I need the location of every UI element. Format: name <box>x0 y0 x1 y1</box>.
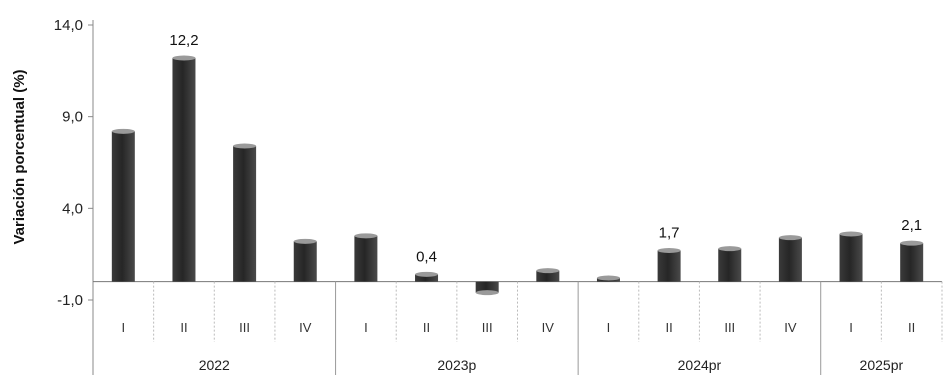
y-tick-label: 4,0 <box>62 200 83 217</box>
data-label: 0,4 <box>416 248 437 265</box>
bar <box>657 250 681 282</box>
bar-cap <box>718 246 742 252</box>
y-axis-title: Variación porcentual (%) <box>11 69 28 244</box>
x-category-label: I <box>364 320 368 335</box>
bar-cap <box>657 248 681 253</box>
bar <box>718 248 742 282</box>
bar-cap <box>536 268 560 274</box>
x-category-label: III <box>482 320 493 335</box>
x-category-label: IV <box>784 320 797 335</box>
x-category-label: II <box>908 320 915 335</box>
x-category-label: I <box>607 320 611 335</box>
x-category-label: II <box>423 320 430 335</box>
bar <box>111 131 135 282</box>
y-tick-label: 9,0 <box>62 109 83 126</box>
bar <box>475 281 499 293</box>
x-category-label: III <box>724 320 735 335</box>
bar <box>900 243 924 282</box>
bar <box>839 234 863 282</box>
x-category-label: IV <box>542 320 555 335</box>
bar <box>536 270 560 282</box>
x-category-label: I <box>122 320 126 335</box>
bar <box>354 235 378 282</box>
bar-cap <box>354 233 378 239</box>
x-category-label: I <box>849 320 853 335</box>
y-tick-label: -1,0 <box>57 292 83 309</box>
bar <box>778 237 802 282</box>
data-label: 12,2 <box>169 32 198 49</box>
bar-cap <box>233 143 257 149</box>
x-category-label: III <box>239 320 250 335</box>
bar <box>172 58 196 282</box>
x-group-label: 2024pr <box>678 357 722 373</box>
data-label: 1,7 <box>659 225 680 242</box>
x-category-label: IV <box>299 320 312 335</box>
y-tick-label: 14,0 <box>54 17 83 34</box>
bar-cap <box>778 235 802 241</box>
bar-cap <box>293 238 317 244</box>
bar-cap <box>839 231 863 237</box>
bar <box>293 241 317 282</box>
bar-cap <box>172 55 196 61</box>
bar <box>415 274 439 282</box>
bar <box>233 146 257 282</box>
x-group-label: 2023p <box>437 357 476 373</box>
bar-cap <box>900 240 924 246</box>
x-category-label: II <box>180 320 187 335</box>
data-label: 2,1 <box>901 217 922 234</box>
x-group-label: 2025pr <box>860 357 904 373</box>
x-group-label: 2022 <box>199 357 230 373</box>
bar-cap <box>475 290 499 296</box>
bar-cap <box>111 128 135 134</box>
bar-cap <box>415 271 439 277</box>
x-category-label: II <box>665 320 672 335</box>
bar-cap <box>596 275 620 281</box>
bars <box>111 55 924 296</box>
